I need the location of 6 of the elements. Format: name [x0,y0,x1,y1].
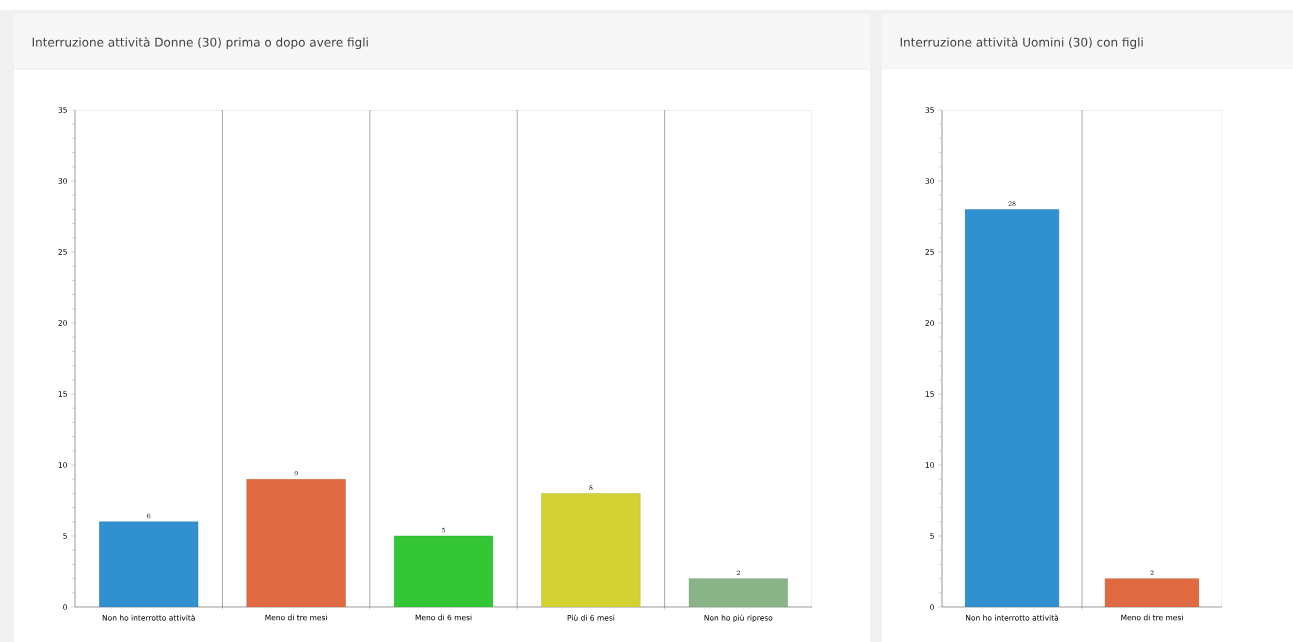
chart-title: Interruzione attività Donne (30) prima o dopo avere figli [32,36,368,50]
chart-title: Interruzione attività Uomini (30) con figli [900,36,1143,50]
bar [393,535,494,607]
bar [246,478,346,607]
bar [688,578,788,607]
bar [99,521,199,607]
